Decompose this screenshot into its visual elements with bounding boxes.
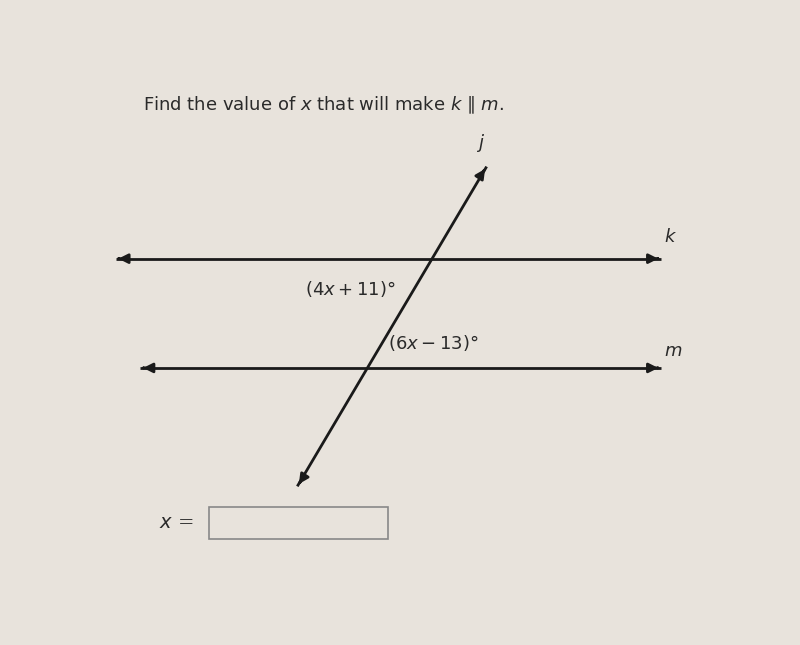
Text: Find the value of $x$ that will make $k$ ∥ $m$.: Find the value of $x$ that will make $k$… [143,95,505,116]
Text: $x$ =: $x$ = [159,514,194,532]
Text: $(4x + 11)°$: $(4x + 11)°$ [305,279,395,299]
Text: $m$: $m$ [664,342,682,361]
Text: $k$: $k$ [664,228,678,246]
Text: $j$: $j$ [476,132,485,154]
Text: $(6x - 13)°$: $(6x - 13)°$ [388,333,479,353]
FancyBboxPatch shape [209,507,388,539]
